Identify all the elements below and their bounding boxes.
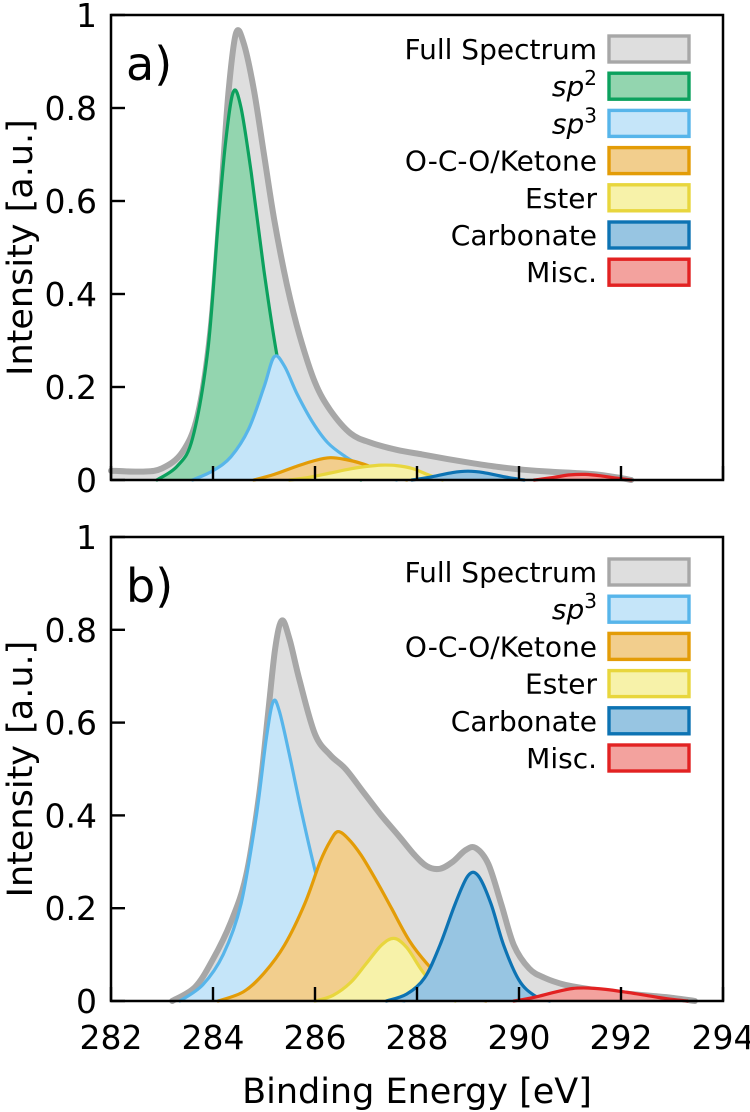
legend-label-full-spectrum: Full Spectrum xyxy=(405,556,597,589)
series-group xyxy=(169,617,698,1004)
y-tick-label: 0.8 xyxy=(45,611,97,650)
legend-swatch-full-spectrum xyxy=(607,557,691,587)
legend-row-misc: Misc. xyxy=(526,256,691,289)
y-tick-label: 0 xyxy=(76,461,97,500)
panel-b: 0 0.2 0.4 0.6 0.8 1 b) Intensity [a.u.] Full Spe… xyxy=(1,518,725,1021)
series-area-sp2 xyxy=(156,90,361,481)
legend-swatch-ester xyxy=(607,668,691,699)
legend-row-sp2: sp2 xyxy=(552,66,691,103)
legend-label-sp3: sp3 xyxy=(552,589,597,626)
legend-label-ester: Ester xyxy=(525,668,597,701)
y-tick-label: 1 xyxy=(76,518,97,557)
series-area-oco-ketone xyxy=(218,831,486,1001)
legend-row-full-spectrum: Full Spectrum xyxy=(405,33,691,66)
y-tick-label: 0.6 xyxy=(45,704,97,743)
legend-swatch-full-spectrum xyxy=(607,34,691,64)
legend-swatch-sp3 xyxy=(607,108,691,139)
series-line-misc xyxy=(512,986,689,1003)
legend-label-sp3: sp3 xyxy=(552,103,597,140)
y-tick-label: 0.8 xyxy=(45,89,97,128)
series-area-carbonate xyxy=(411,471,525,480)
y-tick-label: 0.4 xyxy=(45,796,97,835)
x-axis-labels: 282 284 286 288 290 292 294 Binding Energy [eV] xyxy=(80,1018,750,1112)
legend-label-misc: Misc. xyxy=(526,256,597,289)
y-tick-label: 0.4 xyxy=(45,275,97,314)
panel-a: 0 0.2 0.4 0.6 0.8 1 a) Intensity [a.u.] Full Spe… xyxy=(1,0,725,500)
series-area-misc xyxy=(513,987,688,1001)
panel-label: b) xyxy=(126,559,173,613)
legend-swatch-oco-ketone xyxy=(607,631,691,662)
legend-label-oco-ketone: O-C-O/Ketone xyxy=(405,145,597,178)
legend-row-misc: Misc. xyxy=(526,742,691,775)
y-axis-title: Intensity [a.u.] xyxy=(1,119,41,376)
legend-swatch-oco-ketone xyxy=(607,145,691,176)
legend-swatch-misc xyxy=(607,743,691,773)
y-tick-label: 0.2 xyxy=(45,889,97,928)
panel-label: a) xyxy=(126,37,172,91)
series-area-misc xyxy=(534,474,632,480)
legend-swatch-carbonate xyxy=(607,220,691,250)
series-line-ester xyxy=(287,463,445,482)
legend-row-ester: Ester xyxy=(525,182,691,215)
series-line-carbonate xyxy=(384,870,552,1003)
series-area-ester xyxy=(289,465,443,480)
x-tick-label: 288 xyxy=(386,1018,449,1057)
legend-label-misc: Misc. xyxy=(526,742,597,775)
x-tick-label: 282 xyxy=(80,1018,143,1057)
y-tick-label: 0.6 xyxy=(45,182,97,221)
series-group xyxy=(108,27,635,483)
legend-label-carbonate: Carbonate xyxy=(451,219,597,252)
legend-row-carbonate: Carbonate xyxy=(451,705,691,738)
legend-row-carbonate: Carbonate xyxy=(451,219,691,252)
x-tick-label: 284 xyxy=(182,1018,245,1057)
legend-label-full-spectrum: Full Spectrum xyxy=(405,33,597,66)
legend-label-carbonate: Carbonate xyxy=(451,705,597,738)
legend-row-full-spectrum: Full Spectrum xyxy=(405,556,691,589)
series-line-misc xyxy=(532,472,633,482)
legend-swatch-carbonate xyxy=(607,706,691,736)
legend-row-ester: Ester xyxy=(525,668,691,701)
x-tick-label: 292 xyxy=(590,1018,653,1057)
legend-row-oco-ketone: O-C-O/Ketone xyxy=(405,145,691,178)
legend-swatch-sp3 xyxy=(607,594,691,624)
legend-row-sp3: sp3 xyxy=(552,589,691,626)
legend-swatch-sp2 xyxy=(607,71,691,101)
y-tick-label: 0.2 xyxy=(45,368,97,407)
legend-label-sp2: sp2 xyxy=(552,66,597,103)
legend-swatch-ester xyxy=(607,183,691,213)
x-axis-title: Binding Energy [eV] xyxy=(242,1072,592,1112)
legend-row-oco-ketone: O-C-O/Ketone xyxy=(405,630,691,663)
y-tick-label: 0 xyxy=(76,982,97,1021)
y-tick-label: 1 xyxy=(76,0,97,35)
series-area-sp3 xyxy=(192,355,397,480)
x-tick-label: 294 xyxy=(692,1018,750,1057)
legend-label-oco-ketone: O-C-O/Ketone xyxy=(405,630,597,663)
legend-row-sp3: sp3 xyxy=(552,103,691,140)
legend-swatch-misc xyxy=(607,257,691,287)
x-tick-label: 290 xyxy=(488,1018,551,1057)
legend-label-ester: Ester xyxy=(525,182,597,215)
series-line-carbonate xyxy=(410,469,526,482)
series-area-carbonate xyxy=(386,872,550,1001)
x-tick-label: 286 xyxy=(284,1018,347,1057)
y-axis-title: Intensity [a.u.] xyxy=(1,641,41,898)
